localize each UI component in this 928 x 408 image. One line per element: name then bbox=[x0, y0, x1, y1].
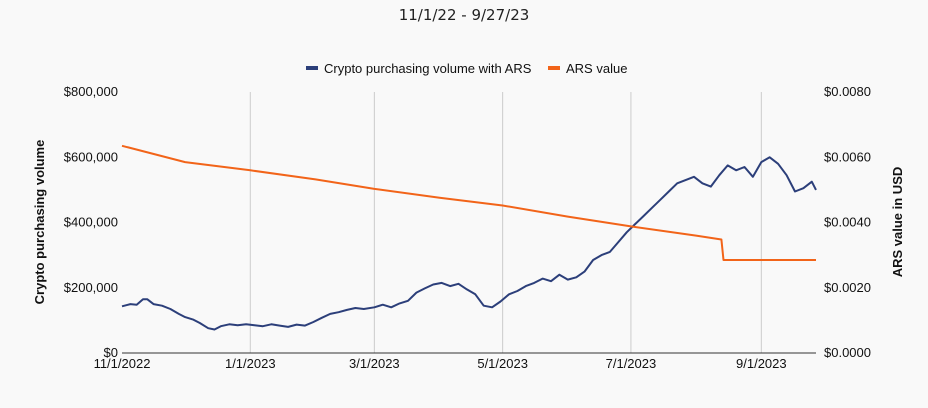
series-lines bbox=[121, 144, 817, 331]
right-y-tick-label: $0.0080 bbox=[824, 84, 871, 99]
x-tick-label: 1/1/2023 bbox=[225, 356, 276, 371]
right-y-tick-label: $0.0000 bbox=[824, 345, 871, 360]
right-axis-title: ARS value in USD bbox=[890, 167, 905, 278]
chart-subtitle: 11/1/22 - 9/27/23 bbox=[398, 6, 530, 24]
x-tick-label: 9/1/2023 bbox=[736, 356, 787, 371]
legend-label: Crypto purchasing volume with ARS bbox=[324, 61, 532, 76]
gridlines bbox=[249, 92, 762, 353]
legend: Crypto purchasing volume with ARS ARS val… bbox=[306, 61, 627, 76]
left-y-tick-label: $200,000 bbox=[64, 280, 118, 295]
right-y-tick-label: $0.0040 bbox=[824, 215, 871, 230]
crypto-volume-line bbox=[121, 156, 817, 331]
ars-value-line bbox=[121, 144, 816, 261]
legend-label: ARS value bbox=[566, 61, 627, 76]
right-y-tick-label: $0.0060 bbox=[824, 149, 871, 164]
right-y-axis-ticks: $0.0000 $0.0020 $0.0040 $0.0060 $0.0080 bbox=[824, 84, 871, 360]
left-y-axis-ticks: $0 $200,000 $400,000 $600,000 $800,000 bbox=[64, 84, 118, 360]
legend-swatch bbox=[306, 66, 318, 70]
left-y-tick-label: $800,000 bbox=[64, 84, 118, 99]
left-y-tick-label: $600,000 bbox=[64, 149, 118, 164]
x-axis-ticks: 11/1/2022 1/1/2023 3/1/2023 5/1/2023 7/1/202… bbox=[94, 356, 787, 371]
legend-swatch bbox=[548, 66, 560, 70]
right-y-tick-label: $0.0020 bbox=[824, 280, 871, 295]
x-tick-label: 3/1/2023 bbox=[349, 356, 400, 371]
x-tick-label: 11/1/2022 bbox=[94, 356, 151, 371]
left-y-tick-label: $0 bbox=[104, 345, 118, 360]
x-tick-label: 7/1/2023 bbox=[606, 356, 657, 371]
left-y-tick-label: $400,000 bbox=[64, 215, 118, 230]
x-tick-label: 5/1/2023 bbox=[477, 356, 528, 371]
left-axis-title: Crypto purchasing volume bbox=[32, 140, 47, 305]
